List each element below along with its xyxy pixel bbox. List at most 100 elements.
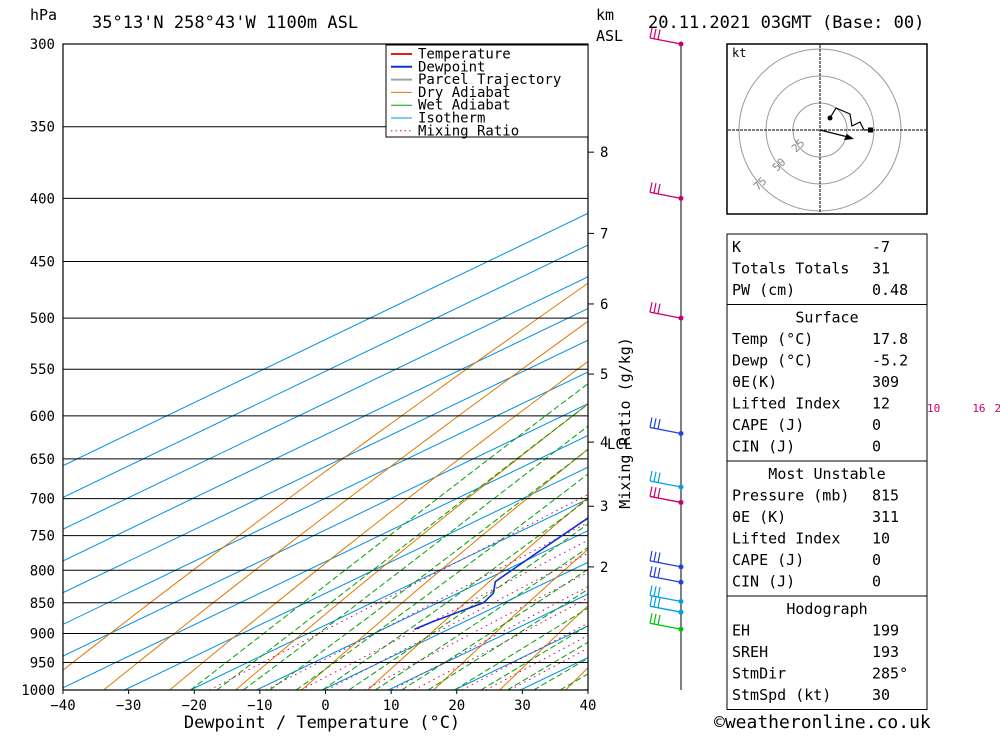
pressure-tick-label: 950 [30,655,55,671]
pressure-axis-labels: 3003504004505005506006507007508008509009… [21,37,55,699]
location-title: 35°13'N 258°43'W 1100m ASL [92,13,358,33]
wind-barb-flag [650,551,652,561]
wind-barb-staff [650,428,681,434]
surface-label: CIN (J) [732,438,795,456]
most-unstable-value: 0 [872,551,881,569]
wind-barb-staff [650,623,681,629]
wind-barb-flag [650,596,652,606]
asl-axis-title: ASL [596,27,623,45]
footer-credit: ©weatheronline.co.uk [714,712,931,733]
km-tick-label: 2 [600,560,608,576]
wind-barb-flag [654,567,656,577]
pressure-tick-label: 700 [30,492,55,508]
most-unstable-value: 0 [872,573,881,591]
wind-barb-flag [658,598,660,608]
x-tick-label: 40 [580,698,597,714]
hodograph-stats-label: SREH [732,643,768,661]
legend-entry: Mixing Ratio [418,123,519,139]
hodograph-stats-label: StmSpd (kt) [732,686,831,704]
wind-barb-flag [650,471,652,481]
indices-value: -7 [872,238,890,256]
wind-barb-flag [654,487,656,497]
wind-barb-flag [650,613,652,623]
pressure-tick-label: 900 [30,626,55,642]
wind-barb-flag [658,553,660,563]
pressure-tick-label: 600 [30,409,55,425]
wind-barb-flag [650,182,652,192]
most-unstable-value: 10 [872,530,890,548]
wind-barb-staff [650,576,681,582]
indices-label: PW (cm) [732,281,795,299]
wind-barb-flag [650,586,652,596]
most-unstable-value: 815 [872,487,899,505]
wind-barb-staff [650,561,681,567]
hodograph-stats-title: Hodograph [786,600,867,618]
wind-barb-flag [654,586,656,596]
wind-barb-flag [654,472,656,482]
surface-value: -5.2 [872,352,908,370]
x-tick-label: 30 [514,698,531,714]
wind-barb-flag [650,486,652,496]
hodograph-stats-value: 193 [872,643,899,661]
surface-value: 17.8 [872,330,908,348]
surface-label: Dewp (°C) [732,352,813,370]
pressure-tick-label: 650 [30,452,55,468]
wind-barb-staff [650,38,681,44]
most-unstable-label: θE (K) [732,508,786,526]
wind-barb-flag [654,597,656,607]
hodograph-end-marker [868,128,873,133]
date-title: 20.11.2021 03GMT (Base: 00) [648,13,924,33]
indices-label: K [732,238,741,256]
surface-label: θE(K) [732,373,777,391]
km-tick-label: 7 [600,226,608,242]
pressure-tick-label: 550 [30,362,55,378]
hodograph-stats-value: 30 [872,686,890,704]
wind-barb-flag [650,566,652,576]
x-tick-label: 20 [448,698,465,714]
wind-barb-staff [650,481,681,487]
wind-barb-flag [658,587,660,597]
wind-barb-flag [658,304,660,314]
wind-barb-staff [650,312,681,318]
most-unstable-label: CIN (J) [732,573,795,591]
pressure-tick-label: 450 [30,255,55,271]
km-tick-label: 3 [600,499,608,515]
wind-barb-flag [654,418,656,428]
wind-barb-flag [650,418,652,428]
wind-barb-flag [654,614,656,624]
wind-barb-flag [658,184,660,194]
wind-barb-flag [654,552,656,562]
pressure-tick-label: 800 [30,563,55,579]
x-tick-label: −40 [50,698,75,714]
mixing-ratio-label: 10 [927,402,940,415]
wind-barb-staff [650,606,681,612]
wind-barb-staff [650,496,681,502]
most-unstable-value: 311 [872,508,899,526]
surface-label: CAPE (J) [732,416,804,434]
km-axis-title: km [596,6,614,24]
pressure-tick-label: 1000 [21,683,55,699]
indices-value: 31 [872,260,890,278]
km-tick-label: 6 [600,297,608,313]
x-tick-label: 0 [321,698,329,714]
surface-value: 0 [872,416,881,434]
pressure-tick-label: 500 [30,311,55,327]
wind-barb-flag [658,615,660,625]
pressure-tick-label: 400 [30,191,55,207]
wind-barb-flag [658,473,660,483]
hodograph-stats-label: StmDir [732,665,786,683]
wind-barb-flag [654,183,656,193]
x-tick-label: −20 [182,698,207,714]
x-axis-title: Dewpoint / Temperature (°C) [184,713,460,733]
mixing-ratio-label: 20 [995,402,1000,415]
hpa-axis-title: hPa [30,6,57,24]
indices-label: Totals Totals [732,260,849,278]
hodograph-stats-label: EH [732,622,750,640]
hodograph-stats-value: 285° [872,665,908,683]
wind-barb-flag [654,303,656,313]
